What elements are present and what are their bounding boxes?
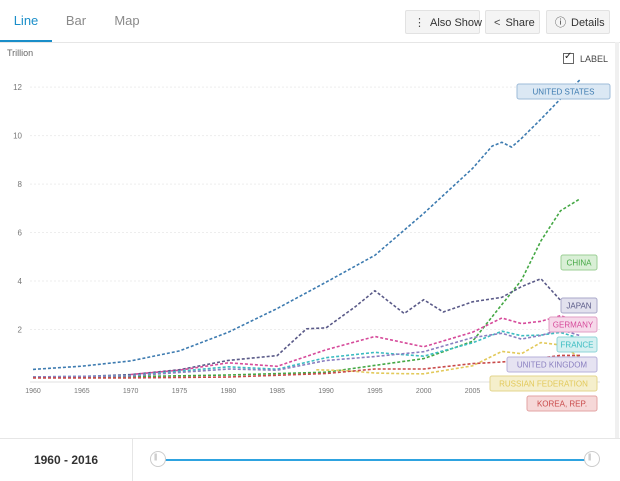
series-line-germany bbox=[130, 314, 581, 376]
series-label-box bbox=[506, 356, 598, 373]
y-tick-label-2: 2 bbox=[18, 326, 23, 335]
also-show-label: Also Show bbox=[430, 17, 482, 29]
series-label-box bbox=[556, 336, 598, 353]
series-label-box bbox=[560, 254, 598, 271]
share-button[interactable]: < Share bbox=[485, 10, 540, 34]
series-label-text: UNITED STATES bbox=[533, 88, 595, 97]
range-end-year: 2016 bbox=[71, 453, 99, 467]
y-tick-label-6: 6 bbox=[18, 229, 23, 238]
line-chart: 2 4 6 8 10 12 1960 1965 1970 1975 1980 1985 1990 199… bbox=[13, 79, 611, 412]
series-label-germany: GERMANY bbox=[548, 316, 598, 333]
series-label-text: KOREA, REP. bbox=[537, 400, 587, 409]
details-label: Details bbox=[571, 17, 605, 29]
series-label-box bbox=[526, 395, 598, 412]
series-label-box bbox=[548, 316, 598, 333]
series-labels: UNITED STATES CHINA JAPAN GERMANY FRANCE UNIT… bbox=[489, 83, 611, 412]
series-label-text: RUSSIAN FEDERATION bbox=[499, 380, 588, 389]
series-label-japan: JAPAN bbox=[560, 297, 598, 314]
series-label-russian-federation: RUSSIAN FEDERATION bbox=[489, 375, 598, 392]
share-label: Share bbox=[505, 17, 535, 29]
series-line-china bbox=[32, 198, 581, 378]
label-toggle[interactable]: LABEL bbox=[563, 51, 609, 64]
year-range-bar: 1960 - 2016 bbox=[0, 438, 620, 481]
series-line-france bbox=[32, 330, 581, 378]
series-label-box bbox=[516, 83, 611, 100]
tab-line[interactable]: Line bbox=[0, 0, 52, 42]
y-axis-unit-label: Trillion bbox=[7, 48, 34, 58]
x-tick-label-1995: 1995 bbox=[367, 388, 383, 395]
more-vertical-icon: ⋮ bbox=[414, 17, 425, 29]
details-button[interactable]: ⓘ Details bbox=[546, 10, 610, 34]
y-tick-label-10: 10 bbox=[13, 132, 22, 141]
scrollbar[interactable] bbox=[615, 42, 619, 438]
range-start-handle[interactable] bbox=[150, 451, 166, 467]
series-label-text: FRANCE bbox=[561, 341, 594, 350]
series-label-text: UNITED KINGDOM bbox=[517, 361, 588, 370]
series-label-china: CHINA bbox=[560, 254, 598, 271]
info-icon: ⓘ bbox=[555, 17, 566, 29]
series-label-united-kingdom: UNITED KINGDOM bbox=[506, 356, 598, 373]
series-line-russian-federation bbox=[316, 341, 581, 375]
range-start-year: 1960 bbox=[33, 453, 61, 467]
x-tick-label-1965: 1965 bbox=[74, 388, 90, 395]
x-tick-label-2000: 2000 bbox=[416, 388, 432, 395]
share-icon: < bbox=[494, 17, 501, 29]
y-tick-label-12: 12 bbox=[13, 83, 22, 92]
series-label-text: GERMANY bbox=[553, 321, 594, 330]
label-toggle-text: LABEL bbox=[580, 53, 609, 64]
y-tick-label-8: 8 bbox=[18, 180, 23, 189]
series-label-text: CHINA bbox=[567, 259, 593, 268]
x-tick-label-1970: 1970 bbox=[123, 388, 139, 395]
chart-toolbar: Line Bar Map ⋮ Also Show < Share ⓘ Details bbox=[0, 0, 620, 43]
series-label-box bbox=[560, 297, 598, 314]
series-label-text: JAPAN bbox=[566, 302, 591, 311]
series-line-japan bbox=[32, 277, 581, 379]
x-tick-label-1985: 1985 bbox=[269, 388, 285, 395]
series-line-united-kingdom bbox=[32, 328, 581, 378]
x-tick-label-1975: 1975 bbox=[172, 388, 188, 395]
tab-bar[interactable]: Bar bbox=[65, 13, 87, 28]
range-separator: - bbox=[64, 453, 68, 467]
range-end-handle[interactable] bbox=[584, 451, 600, 467]
x-tick-label-1990: 1990 bbox=[318, 388, 334, 395]
x-axis-ticks: 1960 1965 1970 1975 1980 1985 1990 1995 2000 2005 bbox=[25, 388, 480, 395]
x-tick-label-2005: 2005 bbox=[465, 388, 481, 395]
series-label-box bbox=[489, 375, 598, 392]
y-axis-ticks: 2 4 6 8 10 12 bbox=[13, 83, 22, 334]
year-range-label: 1960 - 2016 bbox=[0, 439, 133, 481]
series-label-france: FRANCE bbox=[556, 336, 598, 353]
series-lines bbox=[32, 79, 581, 379]
tab-map[interactable]: Map bbox=[114, 13, 140, 28]
x-tick-label-1960: 1960 bbox=[25, 388, 41, 395]
range-slider-fill bbox=[160, 459, 592, 461]
series-label-korea-rep-: KOREA, REP. bbox=[526, 395, 598, 412]
y-tick-label-4: 4 bbox=[18, 277, 23, 286]
label-checkbox[interactable] bbox=[563, 51, 574, 64]
series-label-united-states: UNITED STATES bbox=[516, 83, 611, 100]
also-show-button[interactable]: ⋮ Also Show bbox=[405, 10, 482, 34]
series-line-united-states bbox=[32, 79, 581, 371]
x-tick-label-1980: 1980 bbox=[221, 388, 237, 395]
